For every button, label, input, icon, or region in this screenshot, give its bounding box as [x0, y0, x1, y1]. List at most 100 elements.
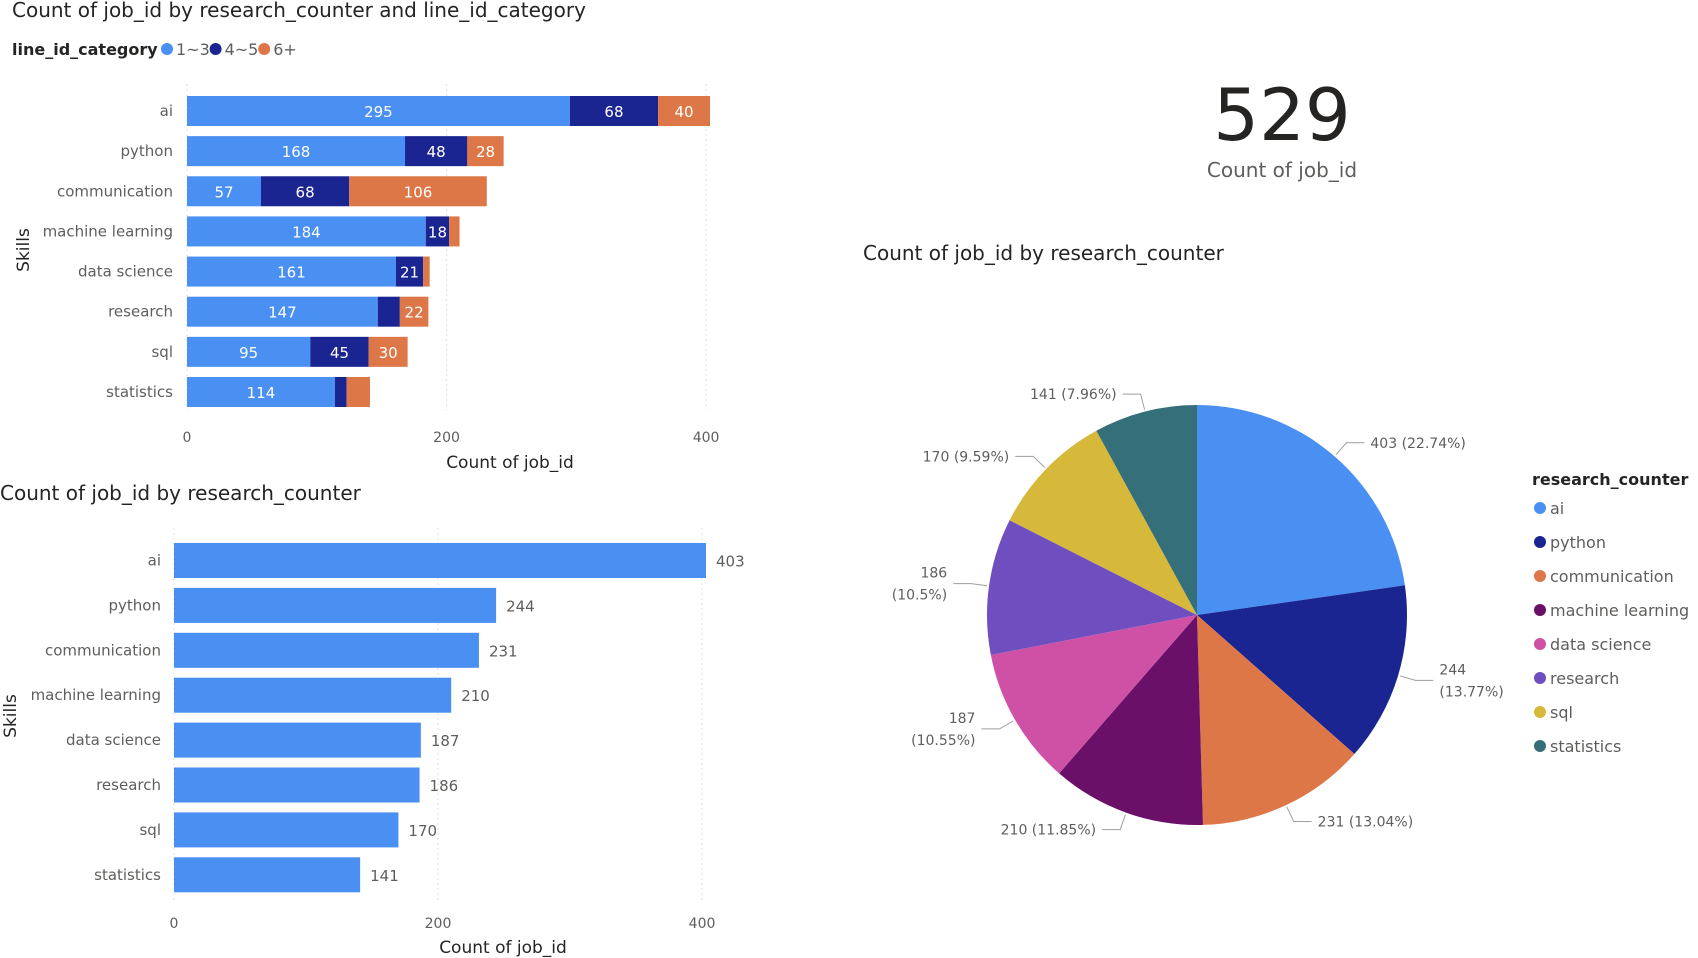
legend[interactable]: research_counter ai python communication ma… — [1532, 470, 1689, 756]
bar-research-1-3[interactable] — [187, 296, 378, 327]
data-label: 231 — [489, 642, 518, 660]
legend-marker — [1534, 604, 1546, 616]
slice-sql[interactable] — [1009, 430, 1197, 615]
legend-title: line_id_category — [12, 40, 158, 59]
legend-marker — [1534, 706, 1546, 718]
bar-python[interactable] — [174, 587, 497, 623]
bar-python-6[interactable] — [467, 136, 504, 167]
bar-statistics-1-3[interactable] — [187, 376, 335, 407]
legend-label-python[interactable]: python — [1550, 533, 1606, 552]
legend-marker — [1534, 672, 1546, 684]
bar-ai-6[interactable] — [658, 96, 710, 126]
legend-marker — [1534, 570, 1546, 582]
legend-label-data-science[interactable]: data science — [1550, 635, 1651, 654]
slice-python[interactable] — [1197, 585, 1407, 754]
bar-communication[interactable] — [174, 632, 479, 668]
slice-label: 403 (22.74%) — [1370, 436, 1465, 452]
leader-line — [1015, 455, 1046, 468]
stacked-bar-chart[interactable]: Count of job_id by research_counter and … — [12, 0, 719, 473]
bar-communication-4-5[interactable] — [260, 176, 350, 207]
bar-data-science-1-3[interactable] — [187, 256, 396, 287]
legend-label-communication[interactable]: communication — [1550, 567, 1674, 586]
bar-research[interactable] — [174, 767, 420, 803]
bar-machine-learning-6[interactable] — [449, 216, 460, 247]
leader-line — [1286, 806, 1312, 822]
category-label-ai: ai — [148, 552, 161, 570]
bar-statistics-4-5[interactable] — [334, 376, 347, 407]
legend-marker — [258, 43, 271, 55]
bar-research-4-5[interactable] — [377, 296, 400, 327]
kpi-label: Count of job_id — [1207, 158, 1357, 182]
slice-label: 187 — [949, 711, 976, 727]
legend[interactable]: line_id_category 1~3 4~5 6+ — [12, 40, 297, 59]
slice-data-science[interactable] — [990, 615, 1197, 774]
bar-data-science-4-5[interactable] — [395, 256, 424, 287]
bar-chart[interactable]: Count of job_id by research_counter 403 2… — [0, 481, 745, 958]
bar-machine-learning-4-5[interactable] — [425, 216, 450, 247]
data-label: 48 — [427, 143, 446, 161]
legend-label-research[interactable]: research — [1550, 669, 1619, 688]
bar-machine-learning-1-3[interactable] — [187, 216, 426, 247]
category-label-ai: ai — [160, 102, 173, 120]
bar-sql-1-3[interactable] — [187, 336, 311, 367]
legend-title: research_counter — [1532, 470, 1688, 489]
bar-communication-1-3[interactable] — [187, 176, 261, 207]
bar-sql-6[interactable] — [368, 336, 408, 367]
legend-label-4-5[interactable]: 4~5 — [225, 40, 259, 59]
category-label-communication: communication — [45, 641, 161, 659]
data-label: 186 — [430, 777, 459, 795]
bar-communication-6[interactable] — [349, 176, 487, 207]
bar-ai-1-3[interactable] — [187, 96, 570, 126]
data-label: 106 — [404, 183, 433, 201]
bar-sql-4-5[interactable] — [310, 336, 369, 367]
data-label: 161 — [277, 264, 306, 282]
category-label-machine-learning: machine learning — [31, 686, 161, 704]
legend-label-6[interactable]: 6+ — [273, 40, 297, 59]
legend-marker — [209, 43, 222, 55]
category-label-statistics: statistics — [94, 866, 161, 884]
x-tick-label: 200 — [433, 430, 460, 446]
data-label: 18 — [428, 223, 447, 241]
bar-python-4-5[interactable] — [405, 136, 468, 167]
slice-statistics[interactable] — [1096, 405, 1197, 615]
pie-chart[interactable]: Count of job_id by research_counter 403 … — [863, 241, 1689, 839]
bar-ai-4-5[interactable] — [569, 96, 659, 126]
legend-label-1-3[interactable]: 1~3 — [176, 40, 210, 59]
bar-data-science-6[interactable] — [423, 256, 430, 287]
slice-research[interactable] — [987, 520, 1197, 655]
data-label: 45 — [330, 344, 349, 362]
data-label: 114 — [247, 384, 276, 402]
bar-statistics-6[interactable] — [346, 376, 370, 407]
data-label: 244 — [506, 597, 535, 615]
data-label: 295 — [364, 103, 393, 121]
legend-label-sql[interactable]: sql — [1550, 703, 1573, 722]
bar-statistics[interactable] — [174, 857, 361, 893]
slice-label: (13.77%) — [1439, 684, 1503, 700]
legend-marker — [1534, 536, 1546, 548]
data-label: 30 — [379, 344, 398, 362]
legend-label-ai[interactable]: ai — [1550, 499, 1564, 518]
bar-python-1-3[interactable] — [187, 136, 406, 167]
slice-label: (10.55%) — [911, 733, 975, 749]
bar-research-6[interactable] — [399, 296, 429, 327]
kpi-card[interactable]: 529 Count of job_id — [1207, 73, 1357, 182]
leader-line — [1335, 442, 1365, 456]
legend-label-machine-learning[interactable]: machine learning — [1550, 601, 1689, 620]
x-tick-label: 400 — [689, 916, 716, 932]
legend-label-statistics[interactable]: statistics — [1550, 737, 1621, 756]
leader-line — [1122, 393, 1146, 410]
category-label-machine-learning: machine learning — [43, 222, 173, 240]
slice-machine-learning[interactable] — [1059, 615, 1203, 826]
bar-ai[interactable] — [174, 543, 706, 578]
slice-ai[interactable] — [1197, 405, 1405, 615]
leader-line — [1102, 814, 1126, 831]
bar-machine-learning[interactable] — [174, 677, 452, 713]
data-label: 184 — [292, 223, 321, 241]
slice-label: 170 (9.59%) — [923, 449, 1010, 465]
data-label: 170 — [408, 822, 437, 840]
bar-sql[interactable] — [174, 812, 399, 848]
data-label: 21 — [400, 264, 419, 282]
slice-communication[interactable] — [1197, 615, 1355, 825]
category-label-research: research — [96, 776, 161, 794]
bar-data-science[interactable] — [174, 722, 421, 758]
